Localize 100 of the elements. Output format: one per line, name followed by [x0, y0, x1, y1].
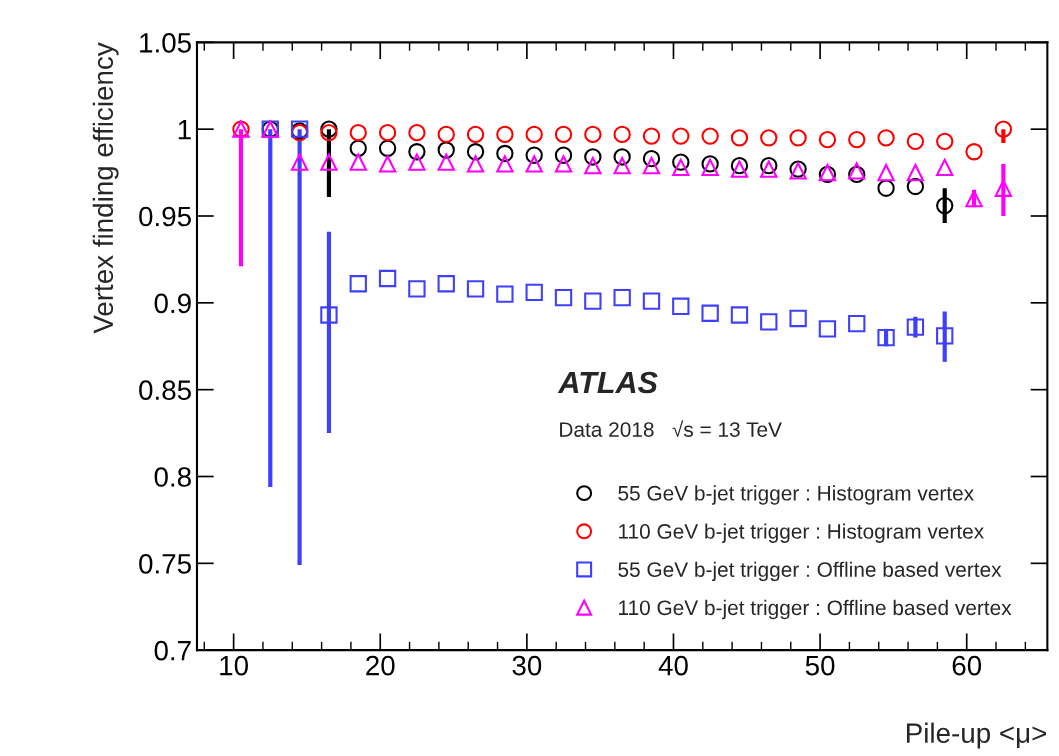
- point: [408, 280, 426, 298]
- point: [466, 125, 485, 144]
- point: [936, 327, 954, 345]
- y-tick-label: 0.75: [139, 554, 191, 574]
- x-tick-label: 50: [805, 655, 835, 676]
- point: [525, 146, 543, 164]
- point: [613, 125, 631, 144]
- legend-label: 55 GeV b-jet trigger : Offline based vertex: [618, 561, 1002, 582]
- point: [936, 158, 954, 177]
- point: [613, 288, 631, 307]
- point: [877, 328, 895, 347]
- point: [496, 155, 514, 173]
- point: [877, 179, 895, 197]
- point: [554, 146, 573, 164]
- point: [408, 123, 426, 142]
- point: [378, 139, 397, 157]
- point: [613, 148, 631, 166]
- legend-label: 110 GeV b-jet trigger : Offline based vertex: [619, 599, 1012, 620]
- point: [554, 155, 573, 173]
- point: [642, 150, 661, 168]
- point: [349, 153, 367, 171]
- point: [349, 275, 367, 293]
- point: [848, 130, 866, 149]
- x-tick-label: 30: [512, 655, 542, 676]
- point: [525, 125, 543, 144]
- point: [408, 153, 426, 171]
- y-tick-label: 1.05: [140, 33, 191, 53]
- y-tick-label: 0.8: [154, 467, 191, 487]
- point: [349, 123, 367, 142]
- point: [320, 153, 338, 171]
- point: [848, 314, 866, 333]
- point: [730, 129, 749, 147]
- point: [672, 297, 690, 315]
- x-tick-label: 20: [366, 655, 395, 676]
- point: [554, 288, 573, 307]
- point: [496, 125, 514, 144]
- point: [906, 132, 925, 150]
- point: [584, 292, 602, 310]
- point: [877, 129, 895, 147]
- point: [906, 177, 925, 196]
- point: [642, 292, 661, 310]
- point: [760, 313, 778, 331]
- annotation: ATLAS: [557, 371, 658, 394]
- point: [437, 141, 455, 159]
- legend-label: 55 GeV b-jet trigger : Histogram vertex: [618, 485, 974, 505]
- point: [642, 127, 661, 145]
- point: [965, 189, 983, 208]
- point: [730, 306, 749, 324]
- annotation: Data 2018 √s = 13 TeV: [560, 420, 782, 437]
- y-tick-label: 0.7: [154, 640, 191, 661]
- legend-label: 110 GeV b-jet trigger : Histogram vertex: [619, 523, 984, 543]
- point: [672, 158, 690, 177]
- point: [760, 160, 778, 178]
- point: [906, 163, 925, 182]
- point: [906, 318, 925, 336]
- point: [818, 320, 837, 338]
- point: [994, 120, 1013, 138]
- x-tick-label: 10: [220, 655, 248, 676]
- point: [466, 155, 485, 173]
- point: [584, 125, 602, 144]
- point: [584, 148, 602, 166]
- point: [877, 163, 895, 182]
- point: [936, 132, 954, 150]
- point: [320, 123, 338, 142]
- point: [584, 156, 602, 175]
- y-tick-label: 0.95: [139, 206, 191, 227]
- point: [672, 153, 690, 171]
- point: [496, 285, 514, 303]
- y-axis-title: Vertex finding efficiency: [92, 42, 119, 334]
- x-tick-label: 60: [952, 655, 982, 676]
- y-tick-label: 0.85: [139, 380, 191, 400]
- x-tick-label: 40: [658, 655, 688, 676]
- point: [818, 130, 837, 149]
- point: [701, 155, 719, 173]
- y-tick-label: 1: [178, 120, 191, 140]
- point: [760, 129, 778, 147]
- point: [613, 156, 631, 175]
- point: [378, 269, 397, 288]
- point: [320, 120, 338, 138]
- point: [466, 143, 485, 161]
- point: [642, 156, 661, 175]
- point: [672, 127, 690, 145]
- point: [349, 139, 367, 157]
- point: [701, 304, 719, 322]
- point: [936, 196, 954, 215]
- point: [466, 280, 485, 298]
- y-tick-label: 0.9: [154, 293, 191, 314]
- point: [525, 283, 543, 302]
- point: [496, 144, 514, 163]
- point: [701, 127, 719, 145]
- point: [437, 153, 455, 171]
- point: [965, 143, 983, 161]
- point: [789, 129, 807, 147]
- x-axis-title: Pile-up <μ>: [907, 722, 1046, 749]
- point: [320, 306, 338, 324]
- point: [290, 153, 309, 171]
- point: [378, 155, 397, 173]
- point: [437, 275, 455, 293]
- point: [525, 155, 543, 173]
- point: [994, 179, 1013, 197]
